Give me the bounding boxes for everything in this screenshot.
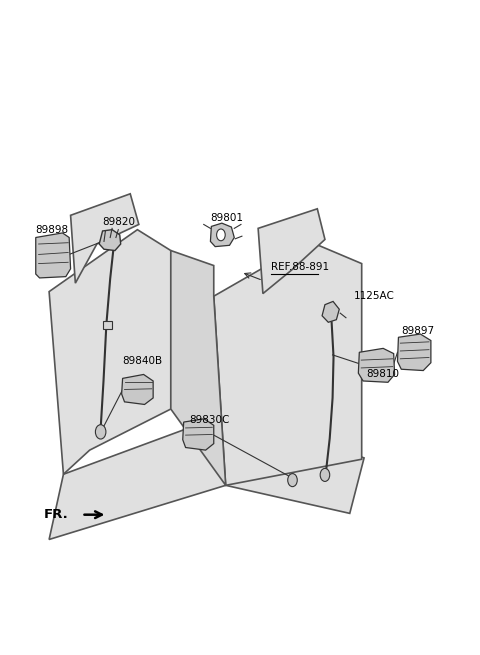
- Polygon shape: [183, 419, 214, 450]
- Polygon shape: [359, 348, 395, 383]
- Polygon shape: [49, 409, 364, 540]
- Circle shape: [216, 229, 225, 241]
- Text: 89801: 89801: [210, 213, 243, 223]
- Polygon shape: [322, 301, 339, 322]
- Text: FR.: FR.: [44, 508, 68, 521]
- Polygon shape: [171, 251, 226, 485]
- Polygon shape: [49, 230, 171, 474]
- Polygon shape: [397, 334, 431, 371]
- Text: 89810: 89810: [367, 369, 400, 379]
- Text: 89898: 89898: [35, 225, 68, 234]
- Text: 89897: 89897: [401, 326, 434, 336]
- Text: 89840B: 89840B: [122, 356, 162, 366]
- Text: 1125AC: 1125AC: [354, 291, 395, 301]
- Polygon shape: [99, 230, 120, 251]
- Text: REF.88-891: REF.88-891: [271, 263, 329, 272]
- Polygon shape: [258, 209, 325, 293]
- Circle shape: [320, 468, 330, 481]
- Text: 89830C: 89830C: [189, 415, 229, 425]
- Circle shape: [96, 424, 106, 439]
- Polygon shape: [210, 223, 234, 247]
- Text: 89820: 89820: [102, 217, 135, 227]
- Bar: [103, 321, 112, 329]
- Polygon shape: [71, 194, 139, 283]
- Polygon shape: [36, 233, 71, 278]
- Polygon shape: [214, 242, 362, 485]
- Circle shape: [288, 474, 297, 487]
- Polygon shape: [121, 375, 153, 404]
